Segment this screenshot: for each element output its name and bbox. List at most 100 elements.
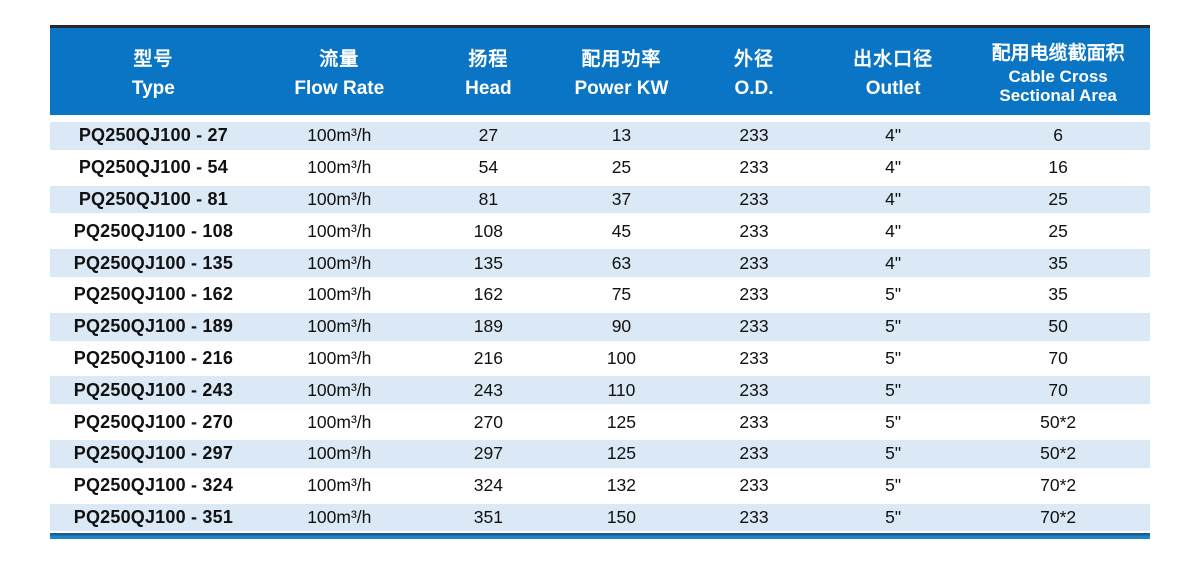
head-cell: 351: [421, 501, 555, 534]
outlet-cell: 5": [819, 374, 967, 407]
outlet-cell: 4": [819, 151, 967, 184]
flow-rate-cell: 100m³/h: [256, 374, 422, 407]
head-cell: 162: [421, 278, 555, 311]
pump-spec-table: 型号 Type 流量 Flow Rate 扬程 Head 配用功率 Power …: [50, 28, 1150, 534]
table-row: PQ250QJ100 - 108 100m³/h 108 45 233 4" 2…: [50, 215, 1150, 248]
od-cell: 233: [687, 151, 820, 184]
table-body: PQ250QJ100 - 27 100m³/h 27 13 233 4" 6 P…: [50, 120, 1150, 534]
flow-rate-cell: 100m³/h: [256, 501, 422, 534]
power-cell: 100: [554, 342, 688, 375]
flow-rate-cell: 100m³/h: [256, 183, 422, 216]
cable-cell: 70: [966, 342, 1150, 375]
head-cell: 81: [421, 183, 555, 216]
table-row: PQ250QJ100 - 54 100m³/h 54 25 233 4" 16: [50, 151, 1150, 184]
header-outlet-en: Outlet: [865, 77, 921, 99]
power-cell: 125: [554, 406, 688, 438]
header-outlet: 出水口径 Outlet: [819, 28, 967, 120]
head-cell: 135: [421, 247, 555, 279]
table-row: PQ250QJ100 - 351 100m³/h 351 150 233 5" …: [50, 501, 1150, 534]
power-cell: 63: [554, 247, 688, 279]
type-cell: PQ250QJ100 - 270: [50, 406, 257, 438]
power-cell: 37: [554, 183, 688, 216]
table-row: PQ250QJ100 - 162 100m³/h 162 75 233 5" 3…: [50, 278, 1150, 311]
table-header: 型号 Type 流量 Flow Rate 扬程 Head 配用功率 Power …: [50, 28, 1150, 120]
table-row: PQ250QJ100 - 324 100m³/h 324 132 233 5" …: [50, 469, 1150, 502]
outlet-cell: 5": [819, 501, 967, 534]
flow-rate-cell: 100m³/h: [256, 469, 422, 502]
type-cell: PQ250QJ100 - 297: [50, 437, 257, 470]
outlet-cell: 4": [819, 247, 967, 279]
type-cell: PQ250QJ100 - 243: [50, 374, 257, 407]
type-cell: PQ250QJ100 - 351: [50, 501, 257, 534]
outlet-cell: 5": [819, 310, 967, 343]
od-cell: 233: [687, 310, 820, 343]
header-power: 配用功率 Power KW: [554, 28, 688, 120]
cable-cell: 25: [966, 183, 1150, 216]
head-cell: 270: [421, 406, 555, 438]
head-cell: 108: [421, 215, 555, 248]
head-cell: 297: [421, 437, 555, 470]
table-row: PQ250QJ100 - 27 100m³/h 27 13 233 4" 6: [50, 120, 1150, 152]
head-cell: 216: [421, 342, 555, 375]
flow-rate-cell: 100m³/h: [256, 310, 422, 343]
cable-cell: 50*2: [966, 437, 1150, 470]
power-cell: 25: [554, 151, 688, 184]
od-cell: 233: [687, 469, 820, 502]
outlet-cell: 4": [819, 120, 967, 152]
outlet-cell: 4": [819, 183, 967, 216]
od-cell: 233: [687, 215, 820, 248]
flow-rate-cell: 100m³/h: [256, 215, 422, 248]
od-cell: 233: [687, 278, 820, 311]
cable-cell: 25: [966, 215, 1150, 248]
header-head: 扬程 Head: [421, 28, 555, 120]
header-type-en: Type: [131, 77, 175, 99]
cable-cell: 50*2: [966, 406, 1150, 438]
power-cell: 110: [554, 374, 688, 407]
od-cell: 233: [687, 406, 820, 438]
header-cable-en-line1: Cable Cross: [1008, 66, 1108, 86]
table-row: PQ250QJ100 - 297 100m³/h 297 125 233 5" …: [50, 437, 1150, 470]
flow-rate-cell: 100m³/h: [256, 342, 422, 375]
top-edge-strip: [50, 25, 1150, 28]
type-cell: PQ250QJ100 - 162: [50, 278, 257, 311]
header-od: 外径 O.D.: [687, 28, 820, 120]
cable-cell: 70: [966, 374, 1150, 407]
header-head-zh: 扬程: [468, 48, 509, 70]
type-cell: PQ250QJ100 - 324: [50, 469, 257, 502]
outlet-cell: 5": [819, 342, 967, 375]
header-power-en: Power KW: [574, 77, 669, 99]
type-cell: PQ250QJ100 - 135: [50, 247, 257, 279]
power-cell: 75: [554, 278, 688, 311]
power-cell: 13: [554, 120, 688, 152]
table-row: PQ250QJ100 - 135 100m³/h 135 63 233 4" 3…: [50, 247, 1150, 279]
cable-cell: 35: [966, 278, 1150, 311]
header-od-en: O.D.: [734, 77, 774, 99]
cable-cell: 16: [966, 151, 1150, 184]
type-cell: PQ250QJ100 - 27: [50, 120, 257, 152]
power-cell: 150: [554, 501, 688, 534]
table-row: PQ250QJ100 - 270 100m³/h 270 125 233 5" …: [50, 406, 1150, 438]
header-flow-rate-en: Flow Rate: [294, 77, 385, 99]
header-type-zh: 型号: [133, 48, 174, 70]
type-cell: PQ250QJ100 - 216: [50, 342, 257, 375]
od-cell: 233: [687, 501, 820, 534]
od-cell: 233: [687, 342, 820, 375]
header-flow-rate: 流量 Flow Rate: [256, 28, 422, 120]
od-cell: 233: [687, 183, 820, 216]
flow-rate-cell: 100m³/h: [256, 278, 422, 311]
power-cell: 45: [554, 215, 688, 248]
spec-table-container: 型号 Type 流量 Flow Rate 扬程 Head 配用功率 Power …: [50, 25, 1150, 540]
cable-cell: 70*2: [966, 501, 1150, 534]
flow-rate-cell: 100m³/h: [256, 406, 422, 438]
header-head-en: Head: [465, 77, 512, 99]
table-row: PQ250QJ100 - 243 100m³/h 243 110 233 5" …: [50, 374, 1150, 407]
flow-rate-cell: 100m³/h: [256, 120, 422, 152]
header-power-zh: 配用功率: [581, 48, 662, 70]
power-cell: 90: [554, 310, 688, 343]
outlet-cell: 5": [819, 406, 967, 438]
od-cell: 233: [687, 247, 820, 279]
head-cell: 189: [421, 310, 555, 343]
od-cell: 233: [687, 437, 820, 470]
header-row: 型号 Type 流量 Flow Rate 扬程 Head 配用功率 Power …: [50, 28, 1150, 120]
